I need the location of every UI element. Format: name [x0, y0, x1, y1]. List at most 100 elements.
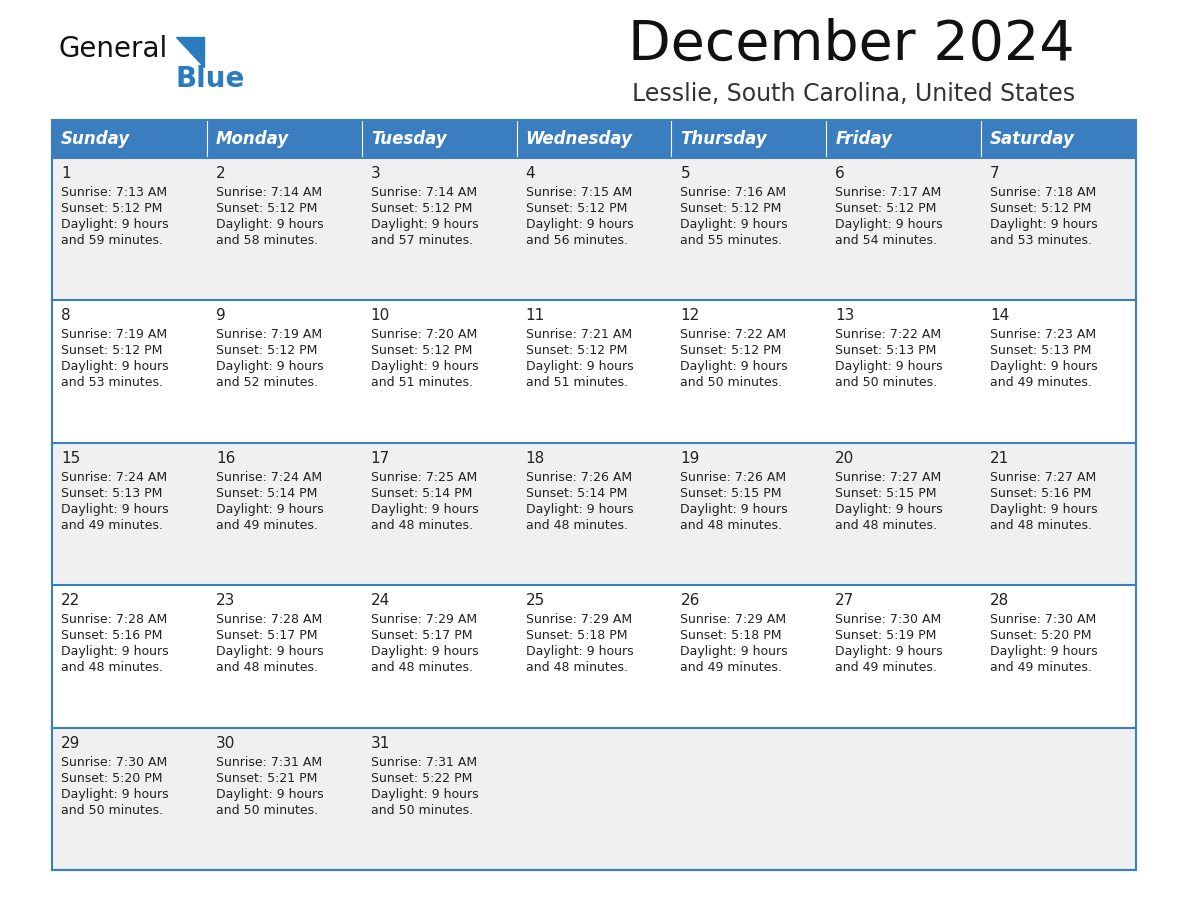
Text: and 50 minutes.: and 50 minutes. [835, 376, 937, 389]
Text: Daylight: 9 hours: Daylight: 9 hours [525, 218, 633, 231]
Text: Sunset: 5:18 PM: Sunset: 5:18 PM [525, 629, 627, 643]
Text: Sunset: 5:20 PM: Sunset: 5:20 PM [990, 629, 1092, 643]
Text: Sunset: 5:12 PM: Sunset: 5:12 PM [371, 202, 472, 215]
Text: Sunrise: 7:19 AM: Sunrise: 7:19 AM [61, 329, 168, 341]
Text: Sunset: 5:19 PM: Sunset: 5:19 PM [835, 629, 936, 643]
Text: 15: 15 [61, 451, 81, 465]
Text: Sunset: 5:15 PM: Sunset: 5:15 PM [835, 487, 937, 499]
Bar [52, 158, 1136, 300]
Text: Wednesday: Wednesday [525, 130, 632, 148]
Text: Sunrise: 7:24 AM: Sunrise: 7:24 AM [61, 471, 168, 484]
Text: Friday: Friday [835, 130, 892, 148]
Text: 4: 4 [525, 166, 536, 181]
Text: 29: 29 [61, 735, 81, 751]
Text: Sunset: 5:15 PM: Sunset: 5:15 PM [681, 487, 782, 499]
Text: Sunrise: 7:29 AM: Sunrise: 7:29 AM [371, 613, 476, 626]
Bar [361, 120, 517, 158]
Text: 28: 28 [990, 593, 1010, 609]
Text: Daylight: 9 hours: Daylight: 9 hours [371, 361, 479, 374]
Text: General: General [58, 35, 168, 63]
Text: Sunset: 5:14 PM: Sunset: 5:14 PM [525, 487, 627, 499]
Text: Sunset: 5:17 PM: Sunset: 5:17 PM [216, 629, 317, 643]
Text: and 48 minutes.: and 48 minutes. [371, 661, 473, 674]
Text: Sunrise: 7:31 AM: Sunrise: 7:31 AM [216, 756, 322, 768]
Text: Daylight: 9 hours: Daylight: 9 hours [216, 361, 323, 374]
Text: and 52 minutes.: and 52 minutes. [216, 376, 318, 389]
Text: Sunrise: 7:30 AM: Sunrise: 7:30 AM [61, 756, 168, 768]
Text: 27: 27 [835, 593, 854, 609]
Text: Sunset: 5:16 PM: Sunset: 5:16 PM [61, 629, 163, 643]
Text: Daylight: 9 hours: Daylight: 9 hours [681, 503, 788, 516]
Text: and 58 minutes.: and 58 minutes. [216, 234, 318, 247]
Text: 19: 19 [681, 451, 700, 465]
Text: Sunrise: 7:22 AM: Sunrise: 7:22 AM [681, 329, 786, 341]
Text: Sunrise: 7:29 AM: Sunrise: 7:29 AM [525, 613, 632, 626]
Bar [207, 120, 361, 158]
Text: Daylight: 9 hours: Daylight: 9 hours [525, 503, 633, 516]
Text: and 48 minutes.: and 48 minutes. [61, 661, 163, 674]
Text: Daylight: 9 hours: Daylight: 9 hours [371, 788, 479, 800]
Text: 22: 22 [61, 593, 81, 609]
Text: Sunrise: 7:20 AM: Sunrise: 7:20 AM [371, 329, 476, 341]
Text: Sunrise: 7:18 AM: Sunrise: 7:18 AM [990, 186, 1097, 199]
Text: 11: 11 [525, 308, 545, 323]
Text: and 48 minutes.: and 48 minutes. [835, 519, 937, 532]
Text: Sunset: 5:13 PM: Sunset: 5:13 PM [835, 344, 936, 357]
Text: Daylight: 9 hours: Daylight: 9 hours [61, 218, 169, 231]
Text: Daylight: 9 hours: Daylight: 9 hours [216, 503, 323, 516]
Text: Tuesday: Tuesday [371, 130, 447, 148]
Text: Daylight: 9 hours: Daylight: 9 hours [990, 218, 1098, 231]
Text: Daylight: 9 hours: Daylight: 9 hours [525, 361, 633, 374]
Text: 5: 5 [681, 166, 690, 181]
Text: Sunrise: 7:13 AM: Sunrise: 7:13 AM [61, 186, 168, 199]
Text: Sunset: 5:12 PM: Sunset: 5:12 PM [681, 202, 782, 215]
Text: Sunrise: 7:14 AM: Sunrise: 7:14 AM [371, 186, 476, 199]
Text: and 55 minutes.: and 55 minutes. [681, 234, 783, 247]
Text: Sunrise: 7:21 AM: Sunrise: 7:21 AM [525, 329, 632, 341]
Text: and 48 minutes.: and 48 minutes. [990, 519, 1092, 532]
Bar [517, 120, 671, 158]
Text: and 48 minutes.: and 48 minutes. [681, 519, 783, 532]
Text: Daylight: 9 hours: Daylight: 9 hours [371, 503, 479, 516]
Text: Sunset: 5:12 PM: Sunset: 5:12 PM [216, 202, 317, 215]
Text: Daylight: 9 hours: Daylight: 9 hours [371, 645, 479, 658]
Bar [671, 120, 827, 158]
Text: Sunrise: 7:30 AM: Sunrise: 7:30 AM [990, 613, 1097, 626]
Text: Sunrise: 7:26 AM: Sunrise: 7:26 AM [681, 471, 786, 484]
Text: and 57 minutes.: and 57 minutes. [371, 234, 473, 247]
Text: Sunrise: 7:15 AM: Sunrise: 7:15 AM [525, 186, 632, 199]
Text: 26: 26 [681, 593, 700, 609]
Text: Sunset: 5:12 PM: Sunset: 5:12 PM [835, 202, 936, 215]
Text: Sunrise: 7:28 AM: Sunrise: 7:28 AM [61, 613, 168, 626]
Bar [52, 585, 1136, 728]
Text: 12: 12 [681, 308, 700, 323]
Text: Sunset: 5:13 PM: Sunset: 5:13 PM [61, 487, 163, 499]
Text: Daylight: 9 hours: Daylight: 9 hours [990, 645, 1098, 658]
Text: Sunset: 5:16 PM: Sunset: 5:16 PM [990, 487, 1092, 499]
Text: 3: 3 [371, 166, 380, 181]
Text: Sunrise: 7:19 AM: Sunrise: 7:19 AM [216, 329, 322, 341]
Text: Blue: Blue [176, 65, 246, 93]
Text: 30: 30 [216, 735, 235, 751]
Text: Sunset: 5:12 PM: Sunset: 5:12 PM [990, 202, 1092, 215]
Bar [981, 120, 1136, 158]
Bar [52, 120, 207, 158]
Text: Sunset: 5:13 PM: Sunset: 5:13 PM [990, 344, 1092, 357]
Text: Daylight: 9 hours: Daylight: 9 hours [525, 645, 633, 658]
Text: Daylight: 9 hours: Daylight: 9 hours [835, 361, 943, 374]
Text: Daylight: 9 hours: Daylight: 9 hours [371, 218, 479, 231]
Text: Sunset: 5:17 PM: Sunset: 5:17 PM [371, 629, 472, 643]
Text: and 48 minutes.: and 48 minutes. [216, 661, 318, 674]
Text: Daylight: 9 hours: Daylight: 9 hours [216, 788, 323, 800]
Text: 10: 10 [371, 308, 390, 323]
Text: and 50 minutes.: and 50 minutes. [371, 803, 473, 817]
Text: Sunset: 5:21 PM: Sunset: 5:21 PM [216, 772, 317, 785]
Text: 13: 13 [835, 308, 854, 323]
Text: Sunday: Sunday [61, 130, 131, 148]
Text: and 49 minutes.: and 49 minutes. [216, 519, 317, 532]
Text: 24: 24 [371, 593, 390, 609]
Text: 16: 16 [216, 451, 235, 465]
Text: Sunrise: 7:27 AM: Sunrise: 7:27 AM [835, 471, 942, 484]
Text: Daylight: 9 hours: Daylight: 9 hours [61, 788, 169, 800]
Text: Daylight: 9 hours: Daylight: 9 hours [990, 503, 1098, 516]
